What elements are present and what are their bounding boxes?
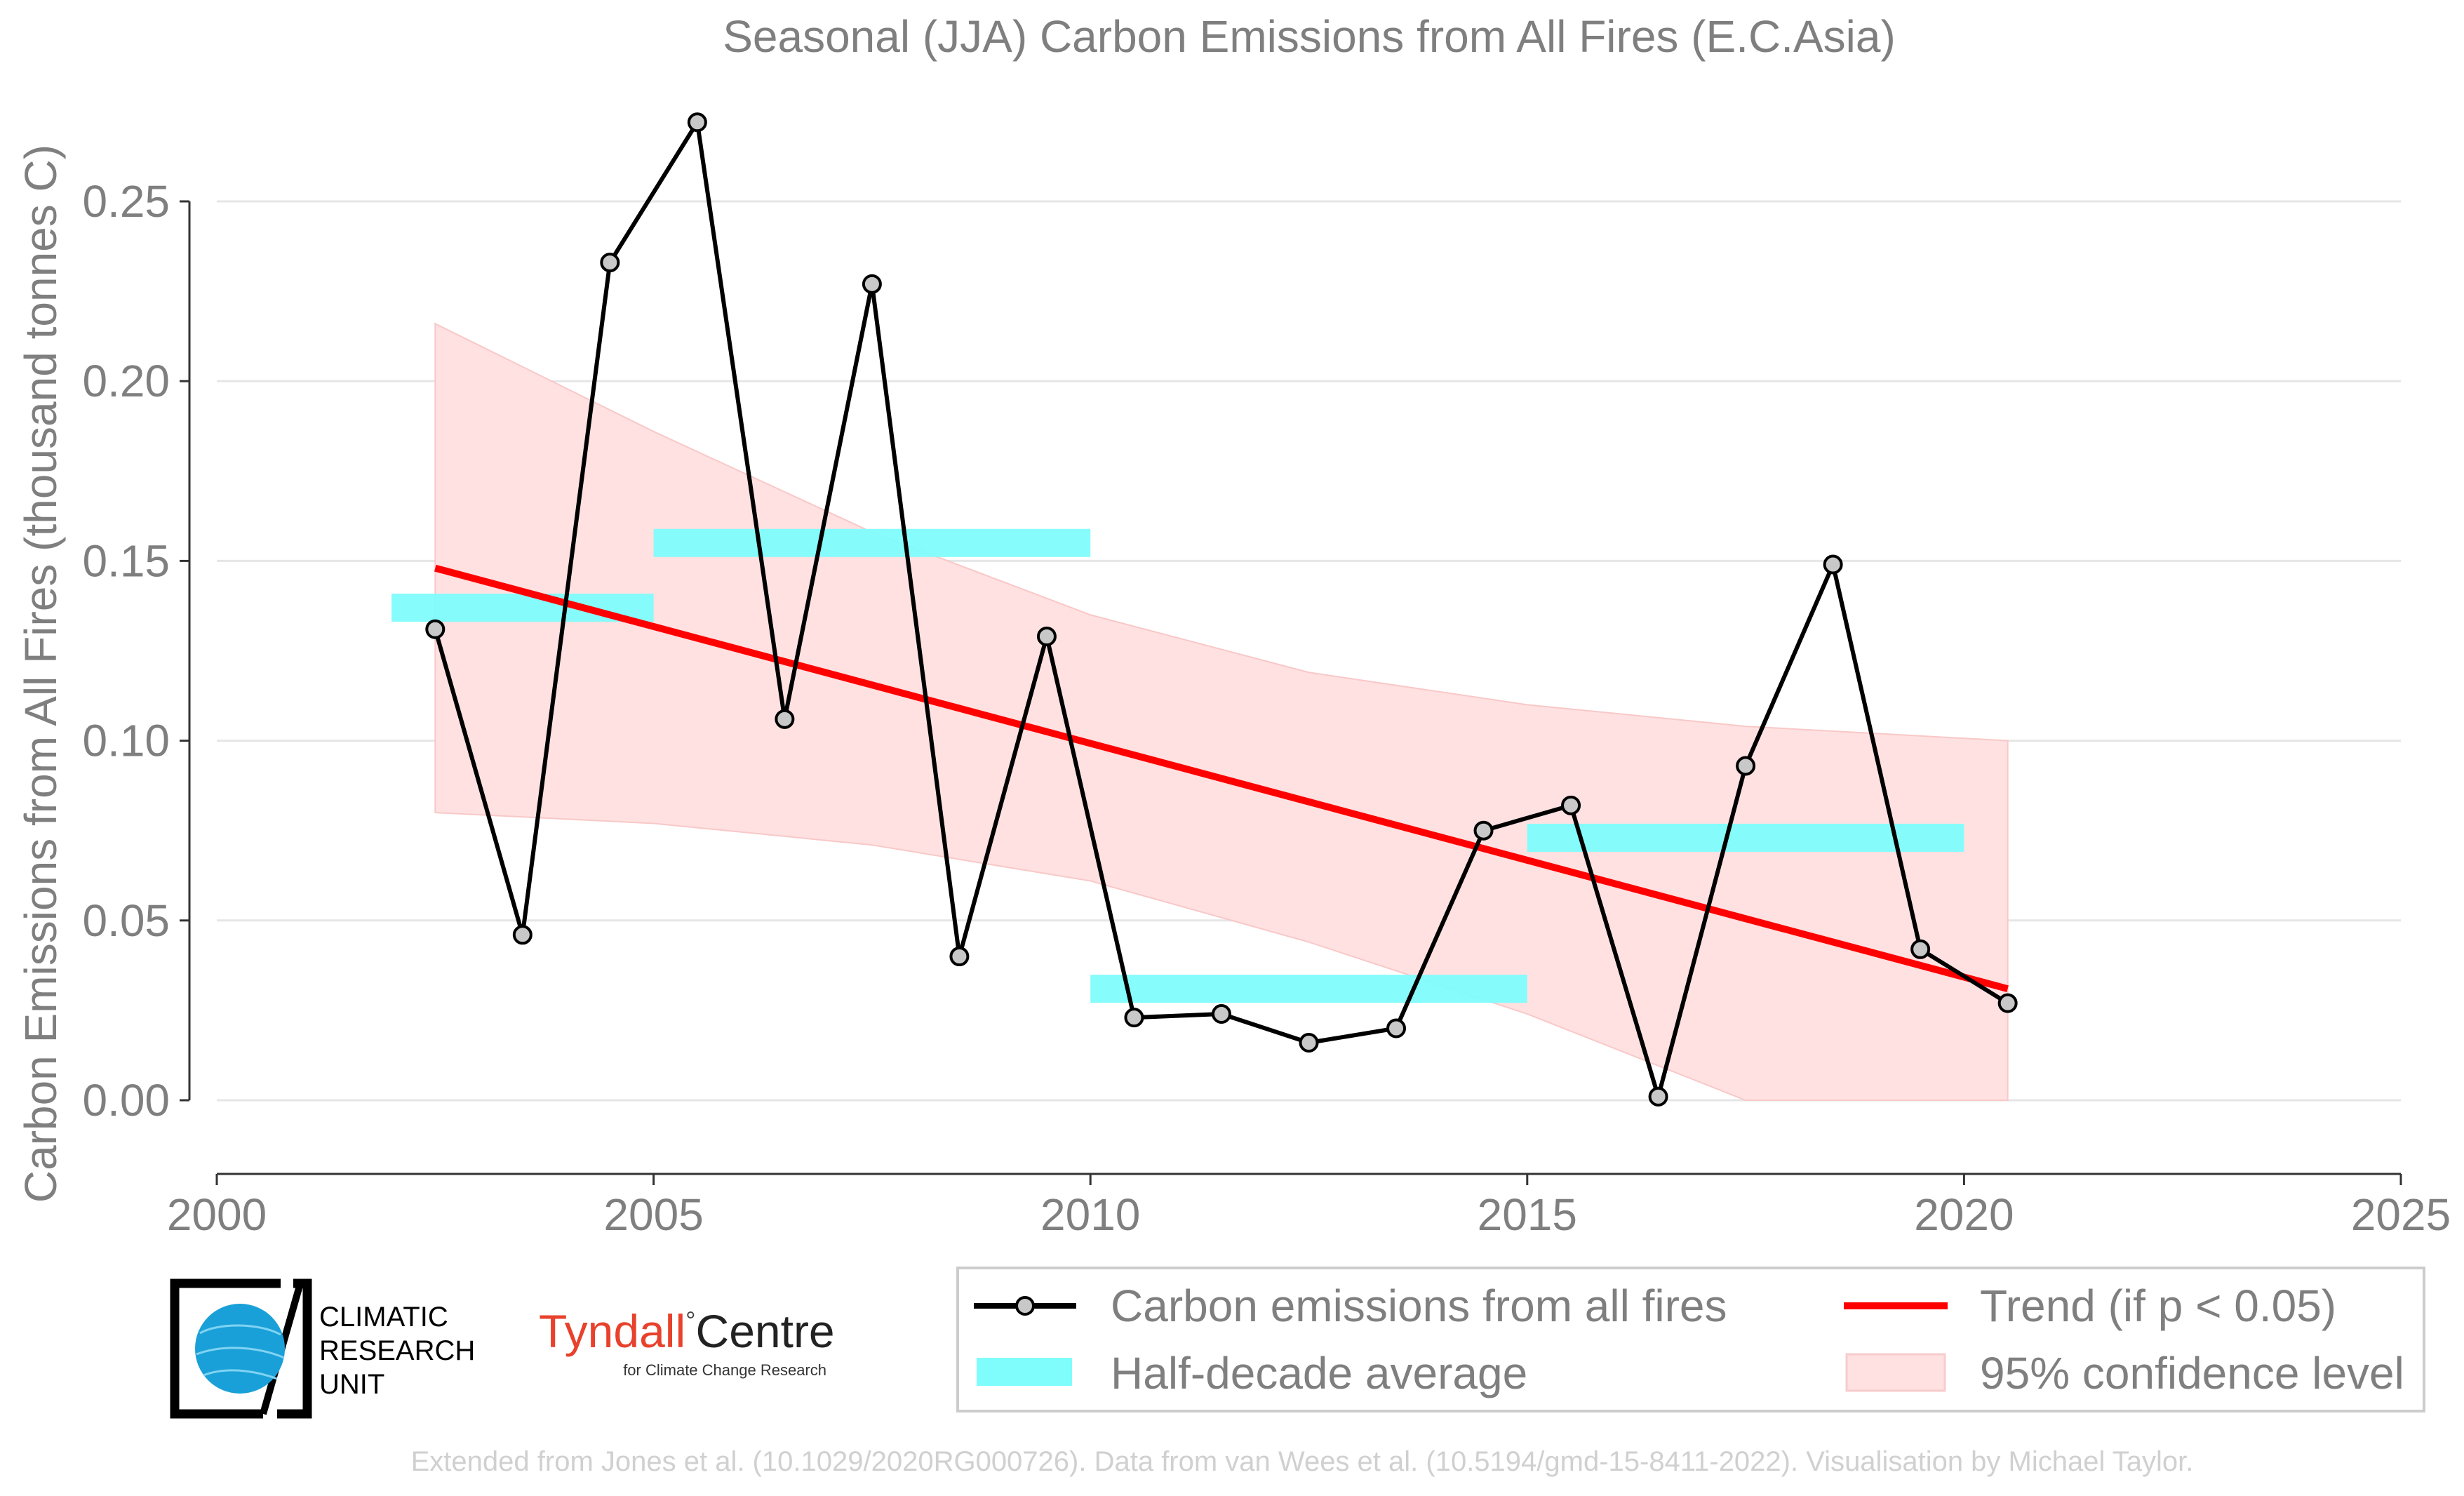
emissions-point — [949, 947, 970, 967]
credit-line: Extended from Jones et al. (10.1029/2020… — [411, 1446, 2194, 1477]
x-tick-label: 2020 — [1914, 1189, 2014, 1240]
y-tick-label: 0.05 — [82, 895, 170, 946]
x-tick-label: 2025 — [2351, 1189, 2451, 1240]
cru-line-3: UNIT — [319, 1369, 384, 1400]
legend-label-average: Half-decade average — [1111, 1348, 1527, 1398]
confidence-band-area — [434, 322, 2009, 1101]
emissions-point — [1124, 1008, 1144, 1028]
legend: Carbon emissions from all fires Half-dec… — [956, 1267, 2425, 1412]
emissions-point — [1561, 795, 1581, 815]
y-tick-label: 0.25 — [82, 176, 170, 227]
y-tick-labels: 0.00 0.05 0.10 0.15 0.20 0.25 — [82, 176, 170, 1126]
legend-swatch-confidence — [1845, 1353, 1946, 1392]
legend-label-trend: Trend (if p < 0.05) — [1980, 1281, 2336, 1331]
emissions-point — [1036, 627, 1057, 647]
y-tick-label: 0.00 — [82, 1075, 170, 1126]
legend-marker-emissions — [1015, 1296, 1035, 1316]
cru-logo-frame — [170, 1278, 281, 1419]
emissions-point — [600, 253, 620, 273]
x-tick-labels: 2000 2005 2010 2015 2020 2025 — [167, 1189, 2451, 1240]
x-tick-label: 2010 — [1040, 1189, 1140, 1240]
tyndall-subtitle: for Climate Change Research — [623, 1361, 826, 1379]
emissions-point — [1736, 756, 1756, 776]
emissions-point — [512, 925, 533, 945]
emissions-point — [1823, 554, 1843, 575]
emissions-series — [425, 112, 2018, 1107]
emissions-point — [862, 274, 882, 294]
emissions-point — [1648, 1086, 1668, 1107]
axes — [180, 200, 2402, 1185]
x-tick-label: 2015 — [1478, 1189, 1577, 1240]
legend-box — [956, 1267, 2425, 1412]
emissions-point — [775, 709, 795, 729]
half-decade-bar — [1090, 975, 1527, 1003]
emissions-point — [1386, 1018, 1407, 1038]
tyndall-name: Tyndall°Centre — [539, 1305, 835, 1357]
half-decade-bar — [653, 528, 1091, 557]
globe-lines — [196, 1324, 285, 1380]
emissions-point — [1299, 1033, 1319, 1053]
trend-line-group — [434, 564, 2009, 992]
x-tick-label: 2000 — [167, 1189, 267, 1240]
legend-label-emissions: Carbon emissions from all fires — [1111, 1281, 1727, 1331]
y-tick-label: 0.10 — [82, 716, 170, 766]
y-axis-label: Carbon Emissions from All Fires (thousan… — [15, 145, 66, 1203]
cru-logo: CLIMATIC RESEARCH UNIT — [170, 1278, 475, 1419]
emissions-point — [1997, 993, 2018, 1013]
x-tick-label: 2005 — [603, 1189, 703, 1240]
tyndall-logo: Tyndall°Centre for Climate Change Resear… — [539, 1305, 835, 1379]
confidence-band — [434, 322, 2009, 1101]
emissions-point — [1211, 1004, 1231, 1024]
y-tick-label: 0.15 — [82, 535, 170, 586]
legend-swatch-average — [977, 1358, 1072, 1386]
chart-title: Seasonal (JJA) Carbon Emissions from All… — [723, 11, 1896, 62]
emissions-point — [1910, 939, 1931, 959]
y-tick-label: 0.20 — [82, 356, 170, 406]
trend-line — [434, 564, 2009, 992]
legend-label-confidence: 95% confidence level — [1980, 1348, 2404, 1398]
cru-line-2: RESEARCH — [319, 1335, 475, 1366]
emissions-point — [1473, 820, 1494, 841]
emissions-point — [687, 112, 707, 133]
emissions-point — [425, 619, 446, 639]
cru-line-1: CLIMATIC — [319, 1302, 448, 1333]
